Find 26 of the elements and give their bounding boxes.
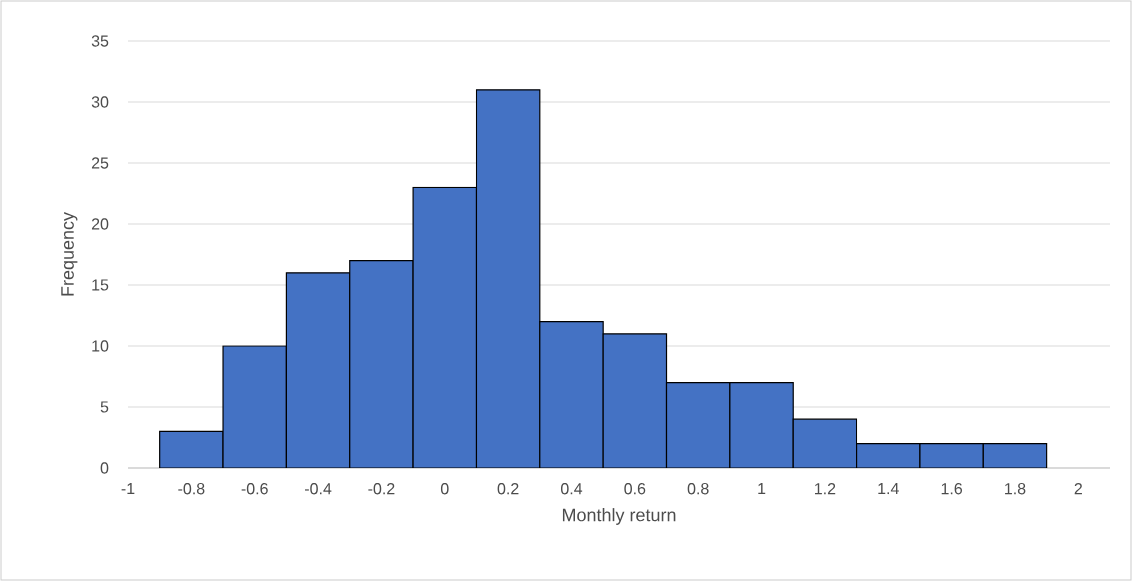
x-tick-label: 1 bbox=[758, 483, 766, 495]
x-tick-label: -0.8 bbox=[178, 483, 205, 495]
x-tick-label: 0.8 bbox=[687, 483, 709, 495]
y-tick-label: 10 bbox=[92, 340, 109, 352]
y-tick-label: 5 bbox=[100, 401, 109, 413]
y-tick-label: 0 bbox=[100, 462, 109, 474]
x-tick-label: 1.6 bbox=[941, 483, 963, 495]
y-axis-title: Frequency bbox=[61, 212, 78, 296]
x-tick-label: -0.4 bbox=[305, 483, 332, 495]
x-tick-label: 0 bbox=[440, 483, 449, 495]
x-tick-label: 1.8 bbox=[1005, 483, 1026, 495]
x-tick-label: -1 bbox=[121, 483, 135, 495]
x-tick-label: 1.2 bbox=[815, 483, 836, 495]
x-tick-label: 0.2 bbox=[497, 483, 519, 495]
x-tick-label: 2 bbox=[1074, 483, 1082, 495]
y-tick-label: 15 bbox=[92, 279, 109, 291]
x-tick-label: 0.4 bbox=[560, 483, 583, 495]
y-tick-label: 35 bbox=[91, 35, 109, 47]
x-tick-label: -0.6 bbox=[241, 483, 268, 495]
x-tick-label: -0.2 bbox=[368, 483, 395, 495]
y-tick-label: 20 bbox=[91, 218, 109, 230]
y-tick-label: 30 bbox=[91, 96, 109, 108]
y-tick-label: 25 bbox=[91, 157, 109, 169]
x-axis-title: Monthly return bbox=[562, 508, 676, 525]
x-tick-label: 1.4 bbox=[878, 483, 899, 495]
x-tick-label: 0.6 bbox=[624, 483, 646, 495]
